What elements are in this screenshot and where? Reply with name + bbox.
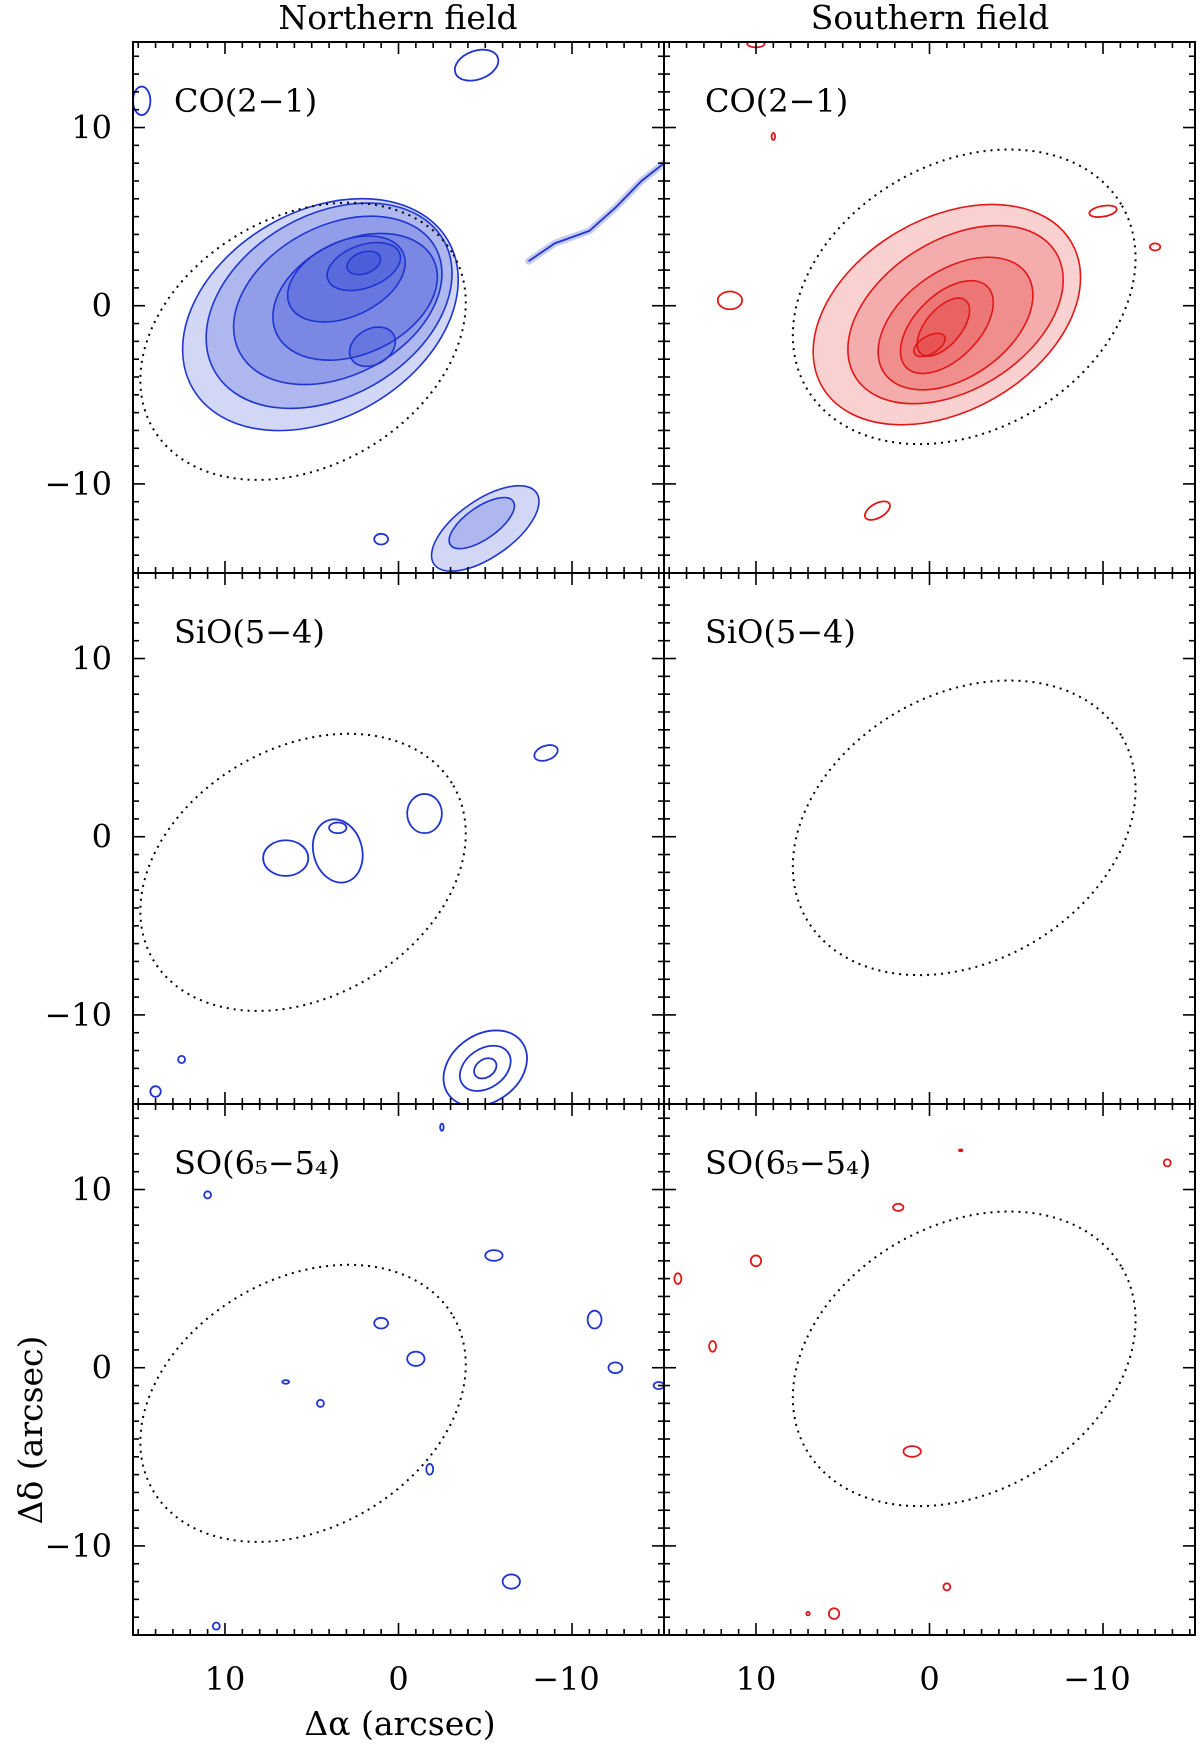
primary-beam-ellipse bbox=[791, 148, 1137, 446]
contour-level bbox=[406, 793, 443, 835]
contour-island bbox=[607, 1361, 624, 1374]
panel-frame bbox=[132, 572, 665, 1105]
panel-label-sio-south: SiO(5−4) bbox=[705, 613, 856, 651]
contour-island bbox=[902, 1445, 922, 1458]
panel-sio-south bbox=[791, 679, 1137, 977]
panel-so-north bbox=[139, 1122, 664, 1631]
contour-level bbox=[913, 332, 946, 358]
contour-island bbox=[864, 500, 891, 521]
primary-beam-ellipse bbox=[139, 732, 467, 1012]
contour-level bbox=[812, 203, 1082, 426]
y-tick-label: 10 bbox=[71, 640, 112, 678]
y-axis-label: Δδ (arcsec) bbox=[11, 1336, 50, 1525]
contour-level bbox=[899, 279, 995, 375]
contour-level bbox=[346, 250, 382, 276]
contour-level bbox=[262, 839, 310, 877]
panel-co-south bbox=[716, 42, 1162, 521]
panel-sio-north bbox=[139, 732, 559, 1104]
contour-island bbox=[439, 1122, 445, 1132]
contour-level bbox=[311, 818, 364, 884]
contour-level bbox=[442, 1029, 528, 1104]
contour-island bbox=[942, 1582, 952, 1592]
panel-frame bbox=[132, 1103, 665, 1636]
contour-island bbox=[453, 48, 500, 82]
contour-island bbox=[133, 85, 152, 116]
contour-level bbox=[877, 256, 1034, 391]
contour-level bbox=[448, 496, 516, 550]
contour-island bbox=[586, 1309, 603, 1330]
contour-island bbox=[1088, 204, 1118, 218]
contour-island bbox=[203, 1190, 212, 1200]
y-tick-label: 0 bbox=[92, 1349, 112, 1387]
panel-frame bbox=[663, 572, 1196, 1105]
panel-co-north bbox=[133, 48, 664, 573]
contour-island bbox=[652, 1381, 664, 1390]
column-title-north: Northern field bbox=[278, 0, 517, 37]
primary-beam-ellipse bbox=[791, 679, 1137, 977]
contour-level bbox=[348, 326, 397, 368]
contour-level bbox=[458, 1044, 512, 1092]
y-tick-label: −10 bbox=[44, 996, 112, 1034]
axes-layer: 10 0 −10 10 0 −10 10 0 −10 10 0 −10 10 0 −10 bbox=[44, 41, 1196, 1698]
x-tick-label: 0 bbox=[388, 1660, 408, 1698]
panel-frame bbox=[663, 1103, 1196, 1636]
contour-island bbox=[1148, 242, 1162, 252]
contour-level bbox=[430, 484, 540, 573]
y-tick-label: 0 bbox=[92, 287, 112, 325]
contour-island bbox=[958, 1148, 964, 1153]
contour-island bbox=[373, 1316, 389, 1330]
contour-island bbox=[281, 1379, 291, 1385]
contour-island bbox=[211, 1621, 221, 1631]
primary-beam-ellipse bbox=[139, 201, 467, 481]
panel-label-co-south: CO(2−1) bbox=[705, 82, 848, 120]
contour-island bbox=[805, 1610, 811, 1617]
x-tick-label: −10 bbox=[1063, 1660, 1131, 1698]
streamer-contour bbox=[528, 162, 664, 262]
contour-level bbox=[916, 297, 971, 357]
panel-grid: CO(2−1) CO(2−1) SiO(5−4) SiO(5−4) SO(6₅−5₄) S… bbox=[133, 42, 1172, 1631]
y-tick-label: 10 bbox=[71, 109, 112, 147]
x-tick-label: 10 bbox=[205, 1660, 246, 1698]
panel-label-so-north: SO(6₅−5₄) bbox=[174, 1144, 340, 1182]
contour-level bbox=[286, 235, 407, 323]
contour-island bbox=[316, 1398, 325, 1408]
y-tick-label: −10 bbox=[44, 465, 112, 503]
contour-island bbox=[533, 744, 559, 762]
x-tick-label: −10 bbox=[532, 1660, 600, 1698]
contour-level bbox=[326, 241, 402, 292]
contour-level bbox=[328, 821, 348, 835]
y-tick-label: 10 bbox=[71, 1171, 112, 1209]
panel-so-south bbox=[673, 1148, 1172, 1620]
contour-island bbox=[484, 1249, 504, 1262]
contour-island bbox=[749, 1254, 763, 1268]
x-tick-label: 10 bbox=[736, 1660, 777, 1698]
contour-island bbox=[177, 1054, 186, 1064]
contour-island bbox=[716, 290, 743, 311]
contour-island bbox=[892, 1202, 905, 1212]
contour-island bbox=[708, 1340, 717, 1353]
y-tick-label: −10 bbox=[44, 1527, 112, 1565]
contour-island bbox=[149, 1085, 162, 1098]
column-title-south: Southern field bbox=[811, 0, 1050, 37]
panel-label-co-north: CO(2−1) bbox=[174, 82, 317, 120]
contour-island bbox=[770, 131, 776, 141]
panel-label-sio-north: SiO(5−4) bbox=[174, 613, 325, 651]
x-axis-label: Δα (arcsec) bbox=[304, 1704, 495, 1743]
x-tick-label: 0 bbox=[919, 1660, 939, 1698]
contour-island bbox=[373, 532, 389, 546]
primary-beam-ellipse bbox=[791, 1210, 1137, 1508]
contour-level bbox=[181, 197, 460, 432]
contour-island bbox=[1162, 1158, 1172, 1168]
contour-island bbox=[501, 1573, 521, 1590]
primary-beam-ellipse bbox=[139, 1263, 467, 1543]
contour-island bbox=[406, 1350, 426, 1367]
contour-island bbox=[673, 1272, 683, 1285]
contour-island bbox=[827, 1607, 841, 1620]
y-tick-label: 0 bbox=[92, 818, 112, 856]
contour-level bbox=[473, 1057, 498, 1080]
panel-label-so-south: SO(6₅−5₄) bbox=[705, 1144, 871, 1182]
contour-island bbox=[425, 1463, 435, 1476]
